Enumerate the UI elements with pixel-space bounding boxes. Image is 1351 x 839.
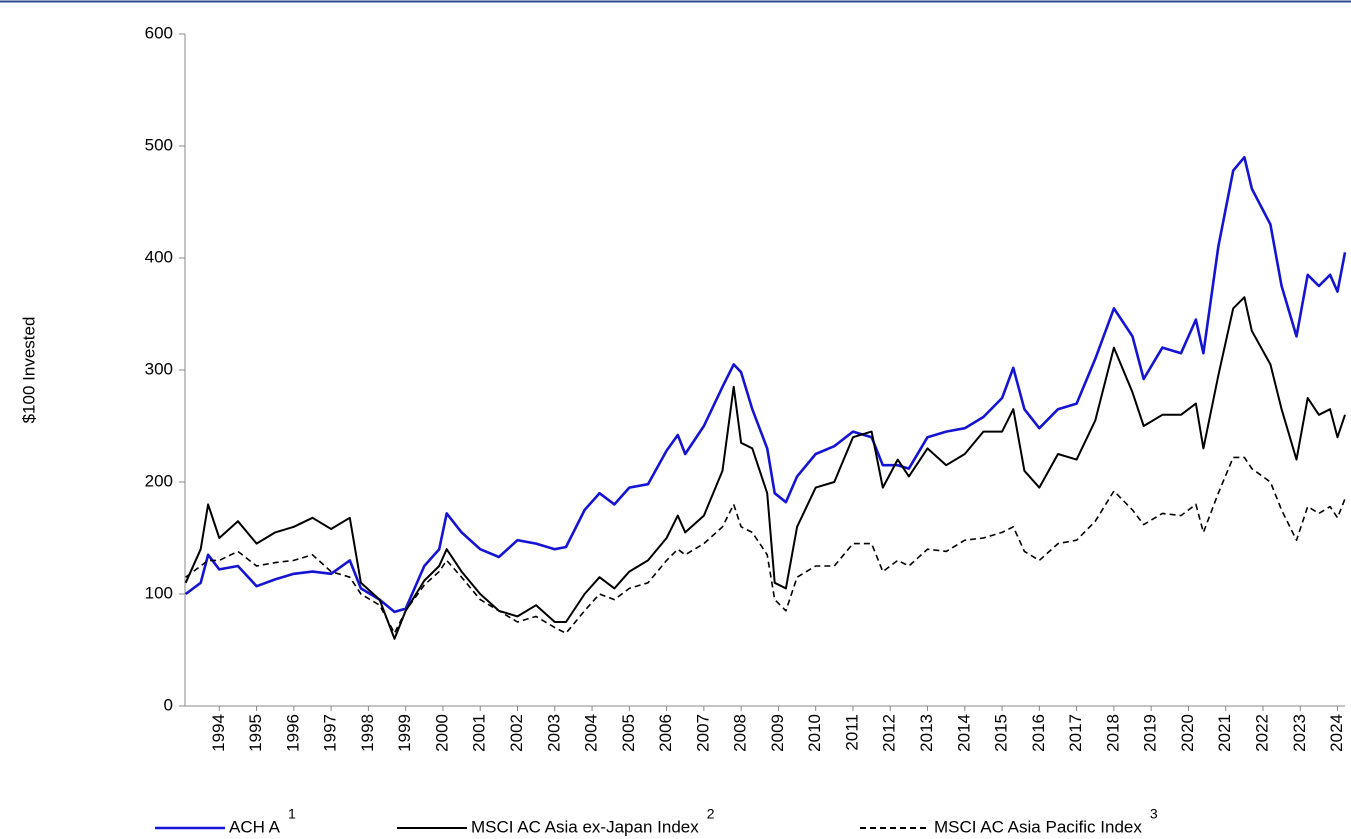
x-tick-label: 2003 [544, 714, 563, 752]
x-tick-label: 2019 [1141, 714, 1160, 752]
y-tick-label: 200 [145, 471, 173, 490]
x-tick-label: 1998 [358, 714, 377, 752]
y-tick-label: 300 [145, 359, 173, 378]
y-tick-label: 0 [164, 695, 173, 714]
x-tick-label: 1997 [321, 714, 340, 752]
x-tick-label: 2018 [1103, 714, 1122, 752]
x-tick-label: 2016 [1029, 714, 1048, 752]
series-line [184, 155, 1347, 614]
x-tick-label: 2012 [880, 714, 899, 752]
x-tick-label: 2002 [507, 714, 526, 752]
legend-label: MSCI AC Asia ex-Japan Index [471, 817, 699, 836]
x-tick-label: 1999 [395, 714, 414, 752]
x-tick-label: 2000 [432, 714, 451, 752]
legend-footnote: 3 [1150, 806, 1158, 822]
series-line [185, 456, 1346, 634]
x-tick-label: 2013 [917, 714, 936, 752]
y-tick-label: 500 [145, 135, 173, 154]
x-tick-label: 1996 [283, 714, 302, 752]
x-tick-label: 2010 [805, 714, 824, 752]
x-tick-label: 2009 [768, 714, 787, 752]
x-tick-label: 2005 [619, 714, 638, 752]
x-tick-label: 2023 [1290, 714, 1309, 752]
x-tick-label: 2015 [992, 714, 1011, 752]
y-tick-label: 600 [145, 23, 173, 42]
x-tick-label: 2020 [1178, 714, 1197, 752]
y-tick-label: 400 [145, 247, 173, 266]
legend-label: MSCI AC Asia Pacific Index [934, 817, 1142, 836]
y-axis-label: $100 Invested [19, 317, 38, 424]
legend-label: ACH A [229, 817, 281, 836]
x-tick-label: 2022 [1252, 714, 1271, 752]
x-tick-label: 2008 [731, 714, 750, 752]
x-tick-label: 2006 [656, 714, 675, 752]
x-tick-label: 1995 [246, 714, 265, 752]
legend-footnote: 2 [707, 806, 715, 822]
x-tick-label: 2017 [1066, 714, 1085, 752]
y-tick-label: 100 [145, 583, 173, 602]
x-tick-label: 2021 [1215, 714, 1234, 752]
x-tick-label: 2024 [1327, 714, 1346, 752]
x-tick-label: 2007 [693, 714, 712, 752]
series-line [184, 296, 1346, 640]
x-tick-label: 2014 [954, 714, 973, 752]
x-tick-label: 1994 [209, 714, 228, 752]
x-tick-label: 2004 [582, 714, 601, 752]
x-tick-label: 2001 [470, 714, 489, 752]
x-tick-label: 2011 [842, 714, 861, 751]
legend-footnote: 1 [288, 806, 296, 822]
